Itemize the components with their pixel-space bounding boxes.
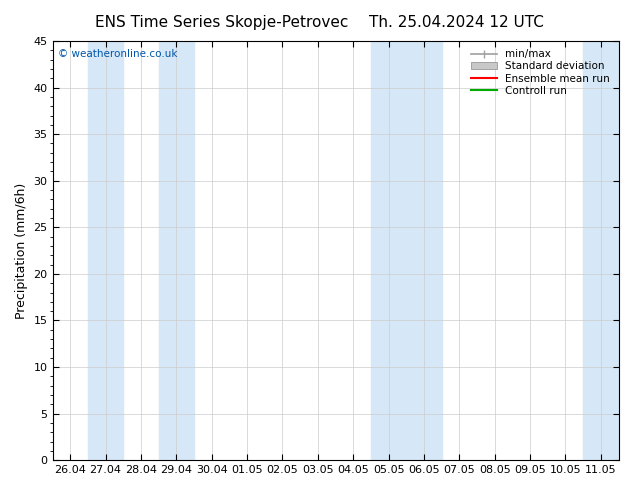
Bar bbox=[371, 41, 442, 460]
Text: ENS Time Series Skopje-Petrovec: ENS Time Series Skopje-Petrovec bbox=[95, 15, 349, 30]
Bar bbox=[583, 41, 619, 460]
Legend: min/max, Standard deviation, Ensemble mean run, Controll run: min/max, Standard deviation, Ensemble me… bbox=[468, 46, 613, 99]
Bar bbox=[88, 41, 123, 460]
Y-axis label: Precipitation (mm/6h): Precipitation (mm/6h) bbox=[15, 182, 28, 318]
Bar bbox=[158, 41, 194, 460]
Text: Th. 25.04.2024 12 UTC: Th. 25.04.2024 12 UTC bbox=[369, 15, 544, 30]
Text: © weatheronline.co.uk: © weatheronline.co.uk bbox=[58, 49, 178, 59]
